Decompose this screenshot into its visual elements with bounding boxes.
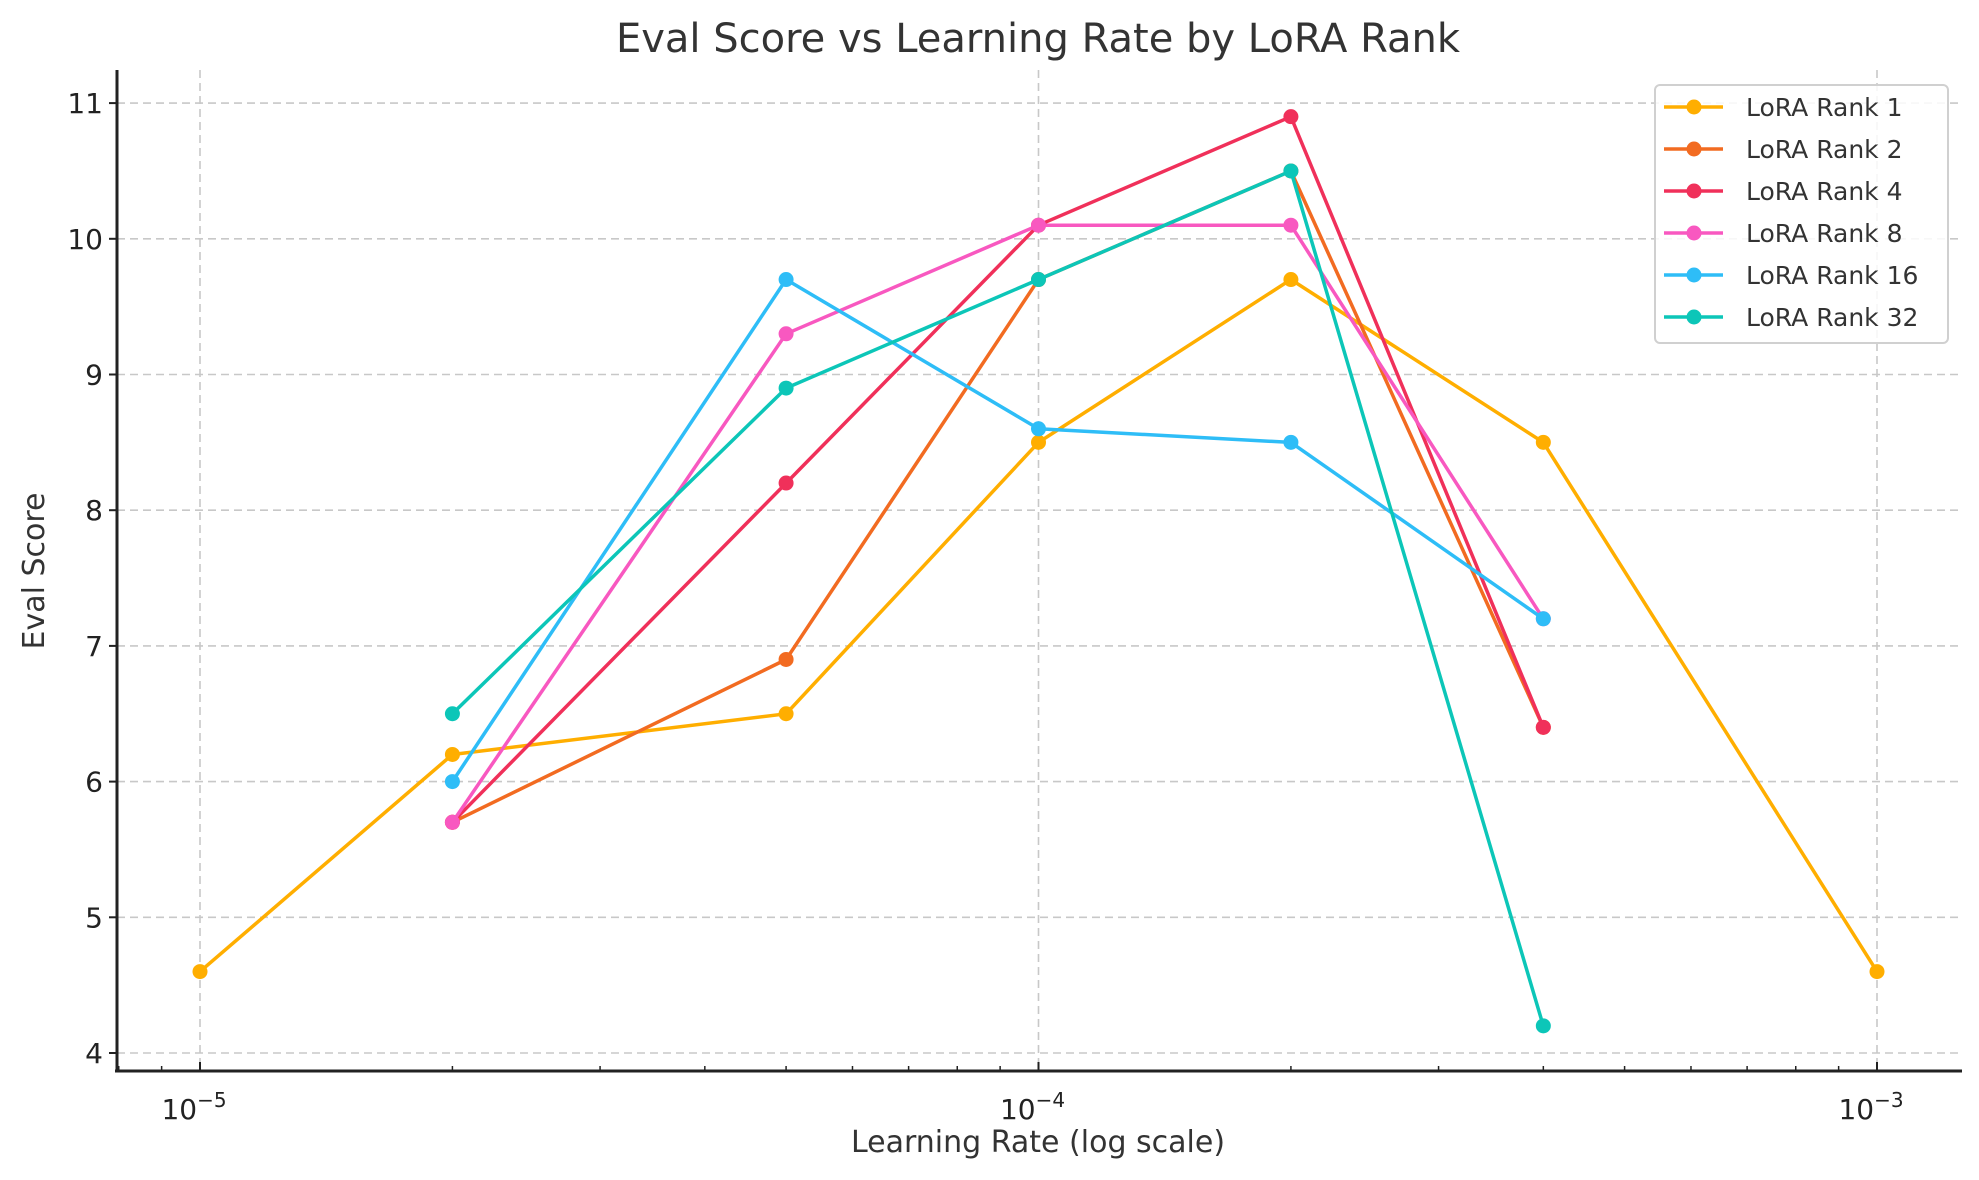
y-tick-label: 11 xyxy=(67,87,103,120)
series-lora-rank-2 xyxy=(444,163,1551,830)
series-lora-rank-32 xyxy=(444,163,1551,1034)
y-tick-label: 5 xyxy=(85,901,103,934)
data-point xyxy=(1535,1018,1551,1034)
legend-label: LoRA Rank 4 xyxy=(1746,177,1903,206)
data-point xyxy=(444,814,460,830)
tick-labels: 4 5 6 7 8 9 10 11 10−5 10−4 10−3 xyxy=(67,87,1903,1126)
legend-label: LoRA Rank 2 xyxy=(1746,135,1903,164)
data-point xyxy=(778,475,794,491)
legend-marker xyxy=(1686,183,1702,199)
data-point xyxy=(778,380,794,396)
data-point xyxy=(444,706,460,722)
y-tick-label: 7 xyxy=(85,630,103,663)
data-point xyxy=(778,706,794,722)
legend-marker xyxy=(1686,309,1702,325)
series-lora-rank-1 xyxy=(192,272,1885,980)
data-point xyxy=(1535,434,1551,450)
x-tick-label: 10−5 xyxy=(161,1088,226,1126)
x-tick-label: 10−4 xyxy=(1000,1088,1065,1126)
legend-item: LoRA Rank 2 xyxy=(1664,135,1903,164)
y-tick-label: 10 xyxy=(67,223,103,256)
data-point xyxy=(444,746,460,762)
data-point xyxy=(1031,272,1046,288)
data-point xyxy=(1283,109,1299,125)
data-point xyxy=(1283,163,1299,179)
legend-marker xyxy=(1686,141,1702,157)
y-tick-label: 8 xyxy=(85,494,103,527)
y-tick-label: 9 xyxy=(85,359,103,392)
chart-title: Eval Score vs Learning Rate by LoRA Rank xyxy=(616,16,1461,62)
data-point xyxy=(1283,272,1299,288)
y-tick-label: 6 xyxy=(85,766,103,799)
data-point xyxy=(1535,719,1551,735)
y-tick-label: 4 xyxy=(85,1037,103,1070)
y-axis-label: Eval Score xyxy=(17,493,52,650)
data-point xyxy=(778,326,794,342)
series-lora-rank-4 xyxy=(444,109,1551,830)
legend-item: LoRA Rank 8 xyxy=(1664,219,1903,248)
x-axis-label: Learning Rate (log scale) xyxy=(851,1125,1225,1160)
legend-label: LoRA Rank 8 xyxy=(1746,219,1903,248)
data-point xyxy=(778,272,794,288)
x-tick-label: 10−3 xyxy=(1838,1088,1903,1126)
series-line xyxy=(450,277,1545,783)
legend-label: LoRA Rank 32 xyxy=(1746,303,1918,332)
series-line xyxy=(450,223,1545,824)
data-point xyxy=(778,651,794,667)
data-point xyxy=(444,774,460,790)
data-point xyxy=(192,964,208,980)
legend-marker xyxy=(1686,225,1702,241)
legend-item: LoRA Rank 1 xyxy=(1664,93,1903,122)
legend-label: LoRA Rank 16 xyxy=(1746,261,1918,290)
data-point xyxy=(1283,434,1299,450)
series-layer xyxy=(192,109,1885,1034)
axes xyxy=(109,70,1962,1073)
legend-marker xyxy=(1686,267,1702,283)
data-point xyxy=(1031,217,1046,233)
legend-item: LoRA Rank 4 xyxy=(1664,177,1903,206)
data-point xyxy=(1535,611,1551,627)
series-lora-rank-8 xyxy=(444,217,1551,830)
data-point xyxy=(1869,964,1885,980)
legend: LoRA Rank 1 LoRA Rank 2 LoRA Rank 4 LoRA Ra… xyxy=(1654,84,1949,344)
legend-item: LoRA Rank 32 xyxy=(1664,303,1918,332)
legend-marker xyxy=(1686,99,1702,115)
legend-label: LoRA Rank 1 xyxy=(1746,93,1903,122)
legend-item: LoRA Rank 16 xyxy=(1664,261,1918,290)
data-point xyxy=(1031,421,1046,437)
series-line xyxy=(451,169,1545,1027)
data-point xyxy=(1283,217,1299,233)
series-lora-rank-16 xyxy=(444,272,1551,790)
data-point xyxy=(1031,434,1046,450)
legend-frame xyxy=(1654,84,1949,344)
